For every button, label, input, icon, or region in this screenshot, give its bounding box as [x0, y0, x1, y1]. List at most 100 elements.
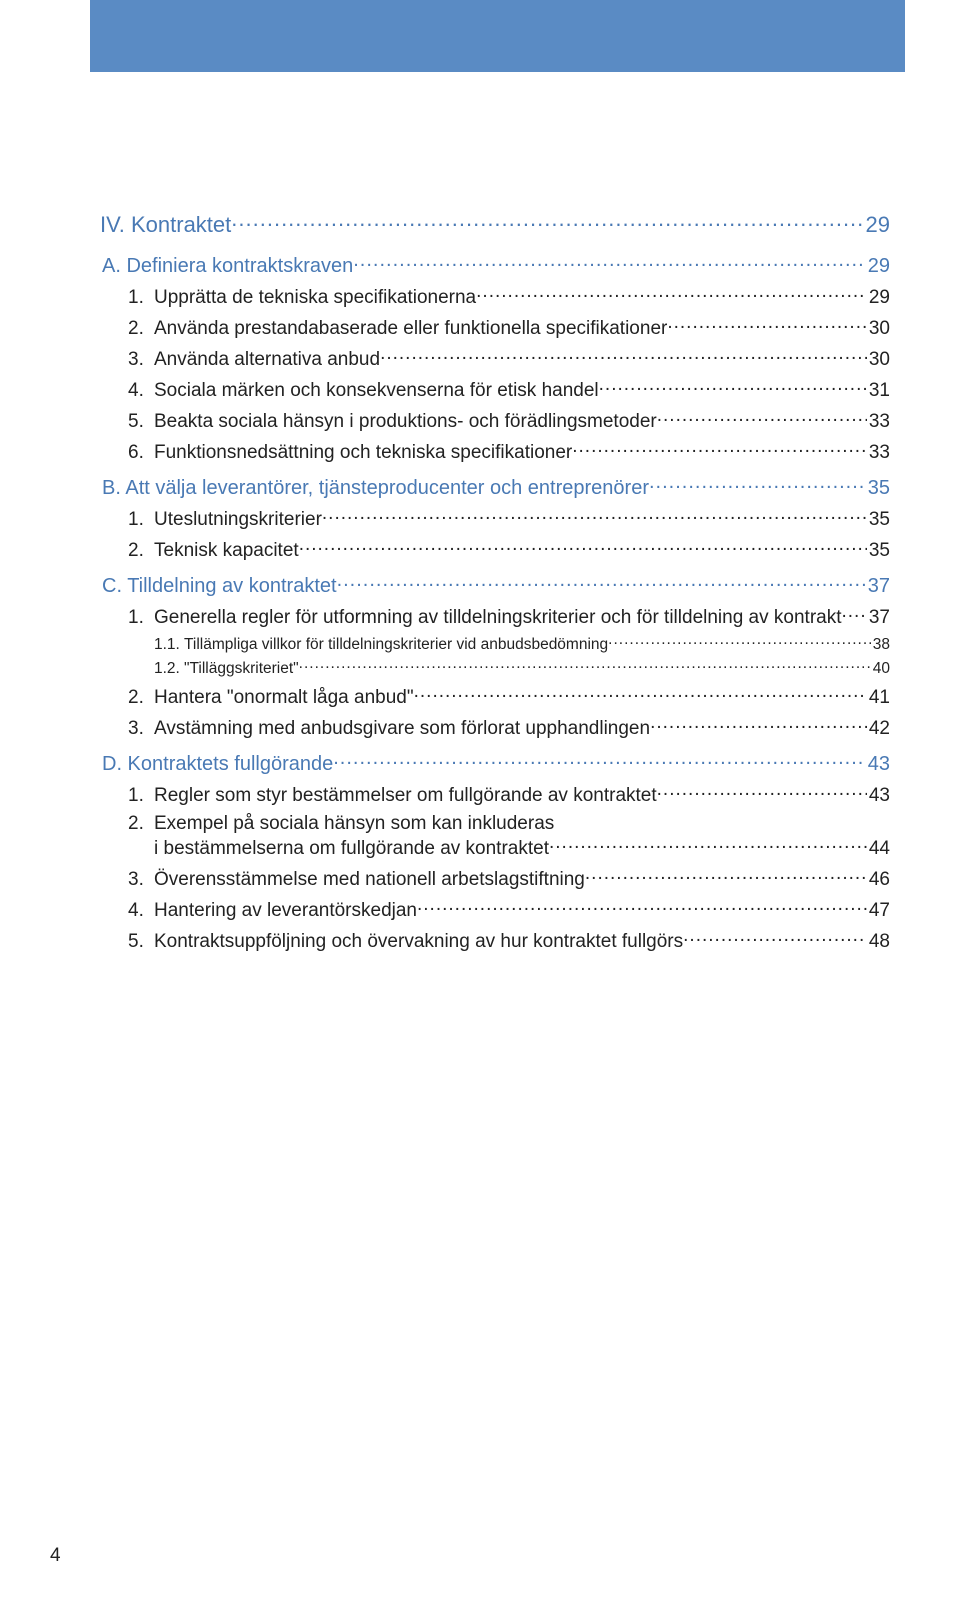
toc-label: Hantera "onormalt låga anbud"	[154, 687, 414, 709]
toc-number: 3.	[128, 349, 154, 371]
toc-entry-c1-2: 1.2. "Tilläggskriteriet" 40	[100, 658, 890, 679]
toc-number: 5.	[128, 931, 154, 953]
toc-page: 31	[867, 380, 890, 402]
toc-label: Upprätta de tekniska specifikationerna	[154, 287, 476, 309]
toc-label: Generella regler för utformning av tilld…	[154, 607, 842, 629]
toc-number: 1.	[128, 509, 154, 531]
toc-page: 47	[867, 900, 890, 922]
toc-leader	[476, 284, 867, 303]
toc-entry-a: A. Definiera kontraktskraven 29	[100, 252, 890, 278]
toc-leader	[585, 866, 867, 885]
toc-page: 37	[866, 575, 890, 598]
toc-entry-d2-line1: 2. Exempel på sociala hänsyn som kan ink…	[100, 813, 890, 835]
toc-entry-c3: 3. Avstämning med anbudsgivare som förlo…	[100, 715, 890, 740]
toc-leader	[599, 377, 867, 396]
toc-leader	[683, 928, 867, 947]
toc-entry-a3: 3. Använda alternativa anbud 30	[100, 346, 890, 371]
toc-page: 38	[871, 636, 890, 654]
toc-entry-d: D. Kontraktets fullgörande 43	[100, 750, 890, 776]
toc-number: 3.	[128, 869, 154, 891]
toc-entry-a2: 2. Använda prestandabaserade eller funkt…	[100, 315, 890, 340]
toc-number: 4.	[128, 900, 154, 922]
toc-leader	[657, 408, 867, 427]
toc-page: 30	[867, 318, 890, 340]
toc-entry-c1: 1. Generella regler för utformning av ti…	[100, 604, 890, 629]
toc-page: 42	[867, 718, 890, 740]
toc-entry-d2-line2: i bestämmelserna om fullgörande av kontr…	[100, 835, 890, 860]
toc-page: 37	[867, 607, 890, 629]
toc-page: 44	[867, 838, 890, 860]
toc-page: 35	[867, 540, 890, 562]
toc-page: 29	[867, 287, 890, 309]
toc-label: IV. Kontraktet	[100, 212, 231, 238]
table-of-contents: IV. Kontraktet 29 A. Definiera kontrakts…	[100, 210, 890, 957]
toc-number: 2.	[128, 687, 154, 709]
toc-leader	[299, 658, 871, 674]
toc-page: 41	[867, 687, 890, 709]
toc-label: i bestämmelserna om fullgörande av kontr…	[154, 838, 549, 860]
toc-entry-d4: 4. Hantering av leverantörskedjan 47	[100, 897, 890, 922]
toc-number: 1.2.	[154, 660, 184, 678]
toc-leader	[417, 897, 867, 916]
toc-entry-b: B. Att välja leverantörer, tjänsteproduc…	[100, 474, 890, 500]
toc-page: 33	[867, 411, 890, 433]
toc-page: 29	[864, 212, 890, 238]
toc-label: Uteslutningskriterier	[154, 509, 322, 531]
toc-leader	[608, 633, 871, 649]
toc-number: 2.	[128, 318, 154, 340]
toc-entry-a6: 6. Funktionsnedsättning och tekniska spe…	[100, 439, 890, 464]
toc-page: 48	[867, 931, 890, 953]
toc-label: "Tilläggskriteriet"	[184, 660, 299, 678]
toc-label: Teknisk kapacitet	[154, 540, 299, 562]
toc-leader	[299, 537, 867, 556]
toc-number: 1.	[128, 785, 154, 807]
toc-label: Sociala märken och konsekvenserna för et…	[154, 380, 599, 402]
toc-number: 3.	[128, 718, 154, 740]
toc-entry-c1-1: 1.1. Tillämpliga villkor för tilldelning…	[100, 633, 890, 654]
toc-page: 35	[866, 477, 890, 500]
toc-leader	[333, 750, 866, 770]
toc-label: Överensstämmelse med nationell arbetslag…	[154, 869, 585, 891]
toc-page: 29	[866, 255, 890, 278]
toc-leader	[337, 572, 866, 592]
toc-page: 43	[867, 785, 890, 807]
toc-number: 2.	[128, 540, 154, 562]
toc-leader	[649, 474, 866, 494]
toc-number: 2.	[128, 813, 154, 835]
toc-label: Tillämpliga villkor för tilldelningskrit…	[184, 636, 608, 654]
toc-label: Regler som styr bestämmelser om fullgöra…	[154, 785, 657, 807]
toc-leader	[572, 439, 867, 458]
toc-entry-a4: 4. Sociala märken och konsekvenserna för…	[100, 377, 890, 402]
toc-label: D. Kontraktets fullgörande	[102, 753, 333, 776]
toc-number: 6.	[128, 442, 154, 464]
toc-page: 46	[867, 869, 890, 891]
toc-label: Avstämning med anbudsgivare som förlorat…	[154, 718, 650, 740]
toc-label: Hantering av leverantörskedjan	[154, 900, 417, 922]
toc-label: C. Tilldelning av kontraktet	[102, 575, 337, 598]
toc-entry-d5: 5. Kontraktsuppföljning och övervakning …	[100, 928, 890, 953]
toc-leader	[549, 835, 867, 854]
toc-leader	[650, 715, 867, 734]
toc-label: Använda alternativa anbud	[154, 349, 380, 371]
toc-leader	[667, 315, 867, 334]
toc-number: 5.	[128, 411, 154, 433]
toc-page: 43	[866, 753, 890, 776]
toc-entry-a1: 1. Upprätta de tekniska specifikationern…	[100, 284, 890, 309]
toc-entry-a5: 5. Beakta sociala hänsyn i produktions- …	[100, 408, 890, 433]
header-bar	[90, 0, 905, 72]
toc-number: 1.1.	[154, 636, 184, 654]
toc-label: Använda prestandabaserade eller funktion…	[154, 318, 667, 340]
toc-entry-iv: IV. Kontraktet 29	[100, 210, 890, 238]
toc-label: Beakta sociala hänsyn i produktions- och…	[154, 411, 657, 433]
toc-page: 30	[867, 349, 890, 371]
page-number: 4	[50, 1545, 61, 1567]
toc-number: 4.	[128, 380, 154, 402]
toc-label: A. Definiera kontraktskraven	[102, 255, 353, 278]
toc-page: 40	[871, 660, 890, 678]
toc-label: Funktionsnedsättning och tekniska specif…	[154, 442, 572, 464]
toc-number: 1.	[128, 287, 154, 309]
toc-page: 33	[867, 442, 890, 464]
toc-leader	[353, 252, 866, 272]
toc-entry-c: C. Tilldelning av kontraktet 37	[100, 572, 890, 598]
toc-leader	[231, 210, 863, 232]
